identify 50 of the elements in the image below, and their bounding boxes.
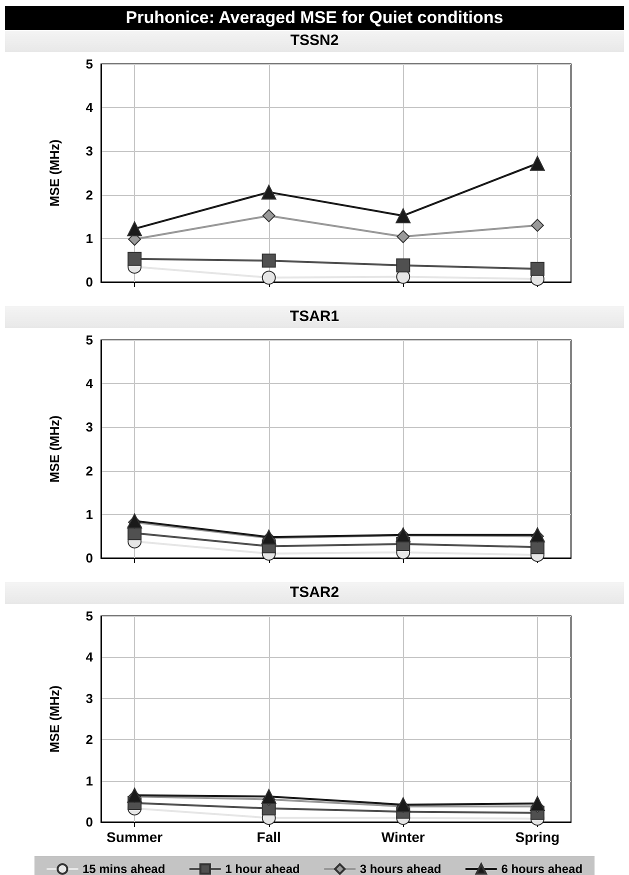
point [262, 209, 276, 222]
point [261, 184, 276, 200]
chart-subtitle: TSSN2 [5, 30, 624, 52]
y-axis-title: MSE (MHz) [47, 685, 62, 753]
point [396, 258, 410, 272]
y-tick-label: 2 [86, 732, 93, 748]
point [261, 788, 276, 804]
legend-label: 15 mins ahead [82, 862, 166, 875]
chart-subtitle: TSAR1 [5, 306, 624, 328]
point [128, 252, 142, 266]
point [530, 796, 545, 811]
y-axis-title: MSE (MHz) [47, 139, 62, 207]
y-tick-label: 2 [86, 463, 93, 478]
y-tick-label: 5 [86, 332, 93, 348]
point [396, 208, 411, 224]
y-tick-label: 0 [86, 814, 93, 830]
chart-title: Pruhonice: Averaged MSE for Quiet conditions [5, 6, 624, 30]
point [530, 218, 544, 232]
x-tick-label: Winter [381, 829, 426, 845]
point [127, 513, 142, 528]
x-tick-label: Spring [515, 829, 560, 845]
x-tick-label: Summer [106, 829, 164, 845]
y-tick-label: 1 [86, 773, 93, 788]
y-axis-title: MSE (MHz) [47, 415, 62, 483]
point [396, 797, 411, 812]
y-tick-label: 4 [86, 650, 94, 665]
point [262, 270, 276, 285]
point [530, 527, 545, 542]
y-tick-label: 3 [86, 144, 93, 159]
legend-label: 3 hours ahead [360, 862, 442, 875]
y-tick-label: 0 [86, 274, 93, 290]
y-tick-label: 3 [86, 420, 93, 435]
y-tick-label: 1 [86, 506, 93, 522]
x-tick-label: Fall [256, 829, 281, 845]
legend-label: 1 hour ahead [225, 862, 300, 875]
y-tick-label: 2 [86, 187, 93, 202]
point [396, 230, 410, 244]
y-tick-label: 0 [86, 550, 93, 566]
y-tick-label: 5 [86, 56, 93, 72]
y-tick-label: 5 [86, 608, 93, 624]
y-tick-label: 4 [86, 100, 94, 116]
point [530, 156, 545, 171]
chart-subtitle: TSAR2 [5, 582, 624, 604]
y-tick-label: 4 [86, 376, 94, 392]
point [530, 262, 544, 276]
y-tick-label: 3 [86, 690, 93, 706]
point [127, 221, 142, 236]
legend-label: 6 hours ahead [501, 862, 583, 875]
y-tick-label: 1 [86, 230, 93, 246]
point [262, 254, 276, 268]
